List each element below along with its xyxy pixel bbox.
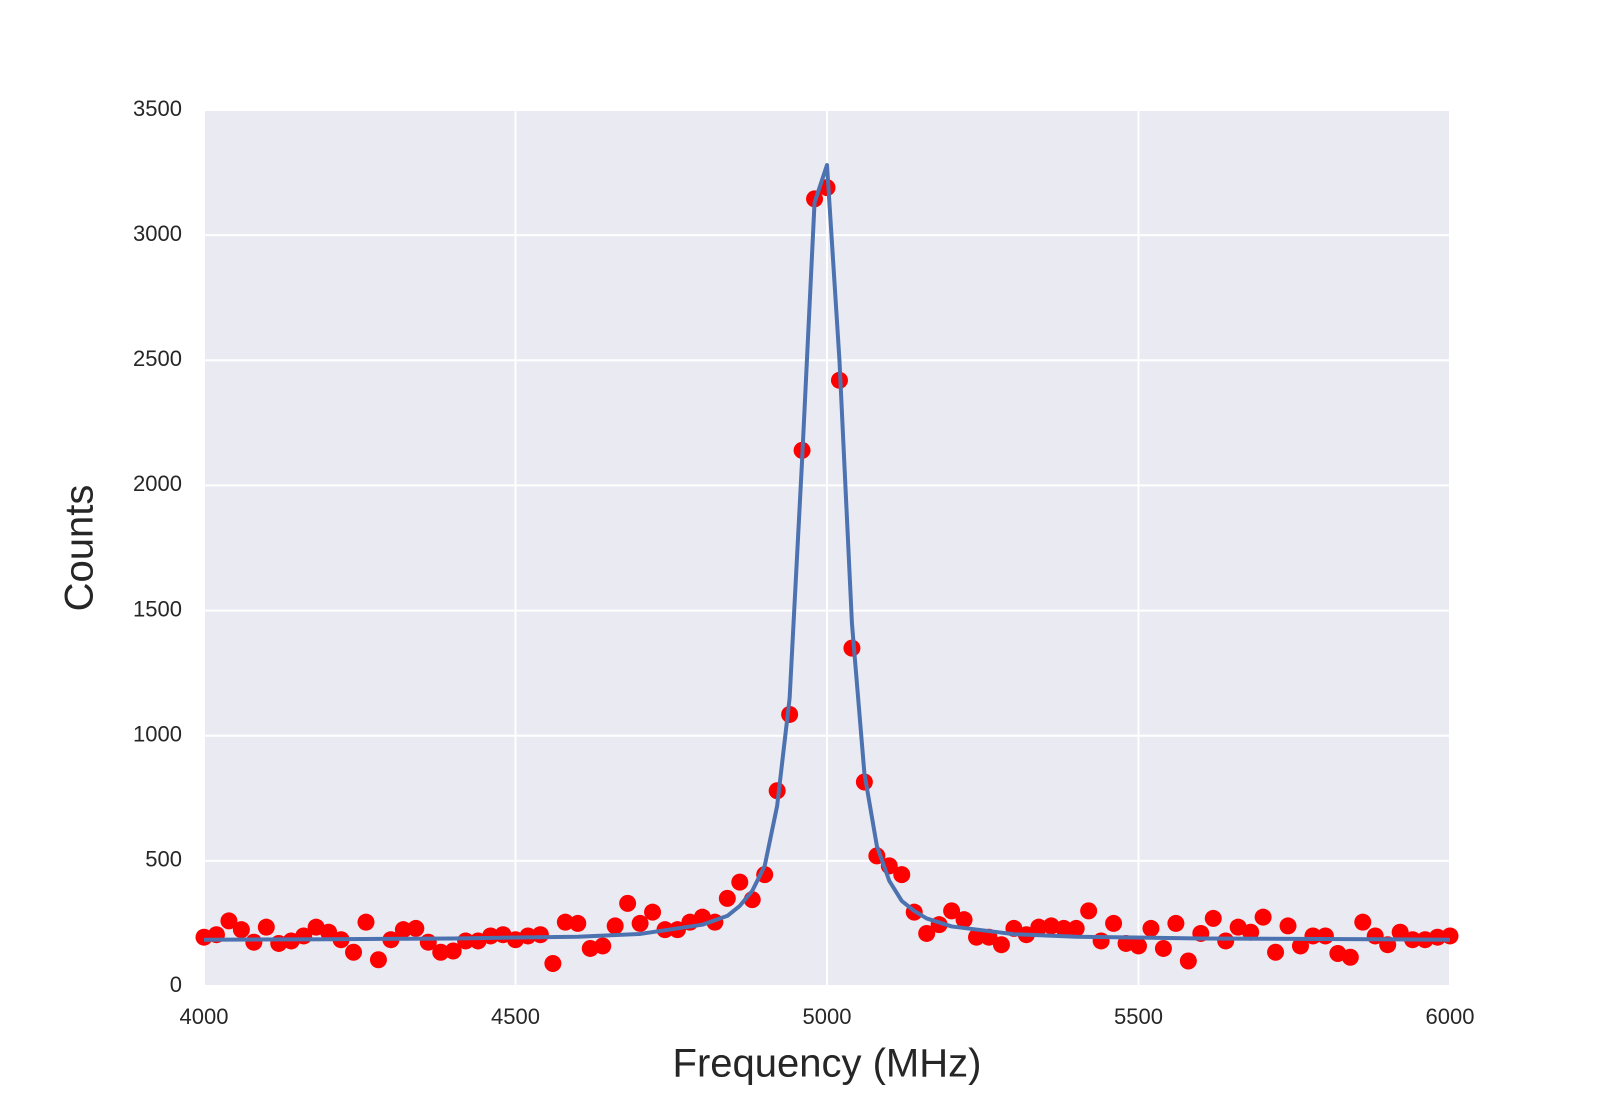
data-point — [918, 924, 936, 942]
data-point — [1242, 923, 1260, 941]
data-point — [544, 954, 562, 972]
data-point — [1316, 927, 1334, 945]
data-point — [731, 873, 749, 891]
data-point — [1341, 948, 1359, 966]
data-point — [394, 921, 412, 939]
data-point — [955, 911, 973, 929]
x-tick-label: 5500 — [1114, 1004, 1163, 1029]
y-tick-label: 3000 — [133, 221, 182, 246]
data-point — [220, 912, 238, 930]
data-point — [1217, 932, 1235, 950]
x-tick-label: 4000 — [180, 1004, 229, 1029]
data-point — [631, 914, 649, 932]
x-axis-label: Frequency (MHz) — [673, 1042, 982, 1086]
fit-line — [203, 163, 1451, 942]
data-point — [345, 943, 363, 961]
data-point — [1105, 914, 1123, 932]
data-point — [1279, 917, 1297, 935]
data-point — [531, 926, 549, 944]
data-point — [606, 917, 624, 935]
data-point — [1167, 914, 1185, 932]
data-point — [357, 913, 375, 931]
x-tick-label: 6000 — [1426, 1004, 1475, 1029]
x-tick-label: 5000 — [803, 1004, 852, 1029]
data-point — [407, 919, 425, 937]
data-point — [1391, 923, 1409, 941]
y-tick-label: 3500 — [133, 96, 182, 121]
data-point — [1254, 908, 1272, 926]
data-point — [992, 936, 1010, 954]
data-point — [432, 943, 450, 961]
data-point — [718, 889, 736, 907]
data-point — [1179, 952, 1197, 970]
data-point — [1204, 909, 1222, 927]
y-tick-label: 1500 — [133, 596, 182, 621]
y-axis-label: Counts — [58, 485, 102, 612]
y-tick-label: 0 — [170, 972, 182, 997]
data-point — [1291, 937, 1309, 955]
data-point — [1030, 918, 1048, 936]
data-point — [1441, 927, 1459, 945]
data-point — [257, 918, 275, 936]
data-point — [245, 933, 263, 951]
data-point — [1067, 919, 1085, 937]
data-point — [1267, 943, 1285, 961]
data-point — [1154, 939, 1172, 957]
data-point — [968, 928, 986, 946]
x-tick-label: 4500 — [491, 1004, 540, 1029]
data-point — [1130, 937, 1147, 955]
data-point — [569, 914, 587, 932]
data-point — [594, 937, 612, 955]
data-point — [320, 923, 338, 941]
y-tick-label: 2500 — [133, 346, 182, 371]
data-point — [893, 866, 911, 884]
data-point — [556, 913, 574, 931]
data-point — [619, 894, 637, 912]
data-point — [943, 902, 961, 920]
data-point — [444, 942, 462, 960]
data-point — [644, 903, 662, 921]
data-point — [1142, 919, 1160, 937]
y-tick-label: 1000 — [133, 722, 182, 747]
y-tick-label: 500 — [145, 847, 182, 872]
data-point — [369, 951, 387, 969]
data-point — [1354, 913, 1372, 931]
data-point — [232, 921, 250, 939]
y-tick-label: 2000 — [133, 471, 182, 496]
data-point — [1055, 919, 1073, 937]
data-point — [1080, 902, 1098, 920]
